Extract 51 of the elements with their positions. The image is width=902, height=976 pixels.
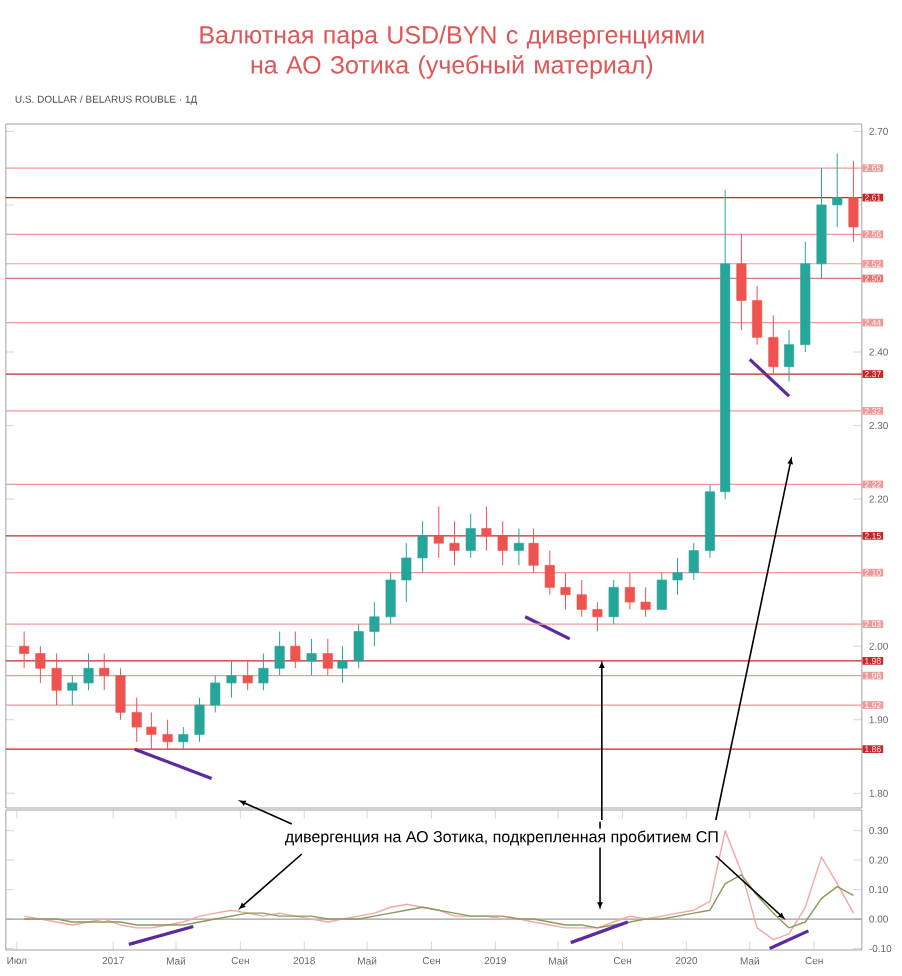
candlestick (306, 638, 317, 677)
candlestick (465, 513, 476, 559)
candlestick (226, 660, 237, 699)
candlestick (99, 653, 110, 691)
candlestick (433, 505, 444, 559)
candlestick (385, 572, 396, 625)
candlestick (242, 660, 253, 691)
candlestick (19, 630, 30, 669)
candlestick (528, 528, 539, 574)
candlestick (51, 653, 62, 706)
candlestick (672, 557, 683, 596)
candlestick (560, 572, 571, 610)
candlestick (369, 601, 380, 647)
candlestick (115, 667, 126, 721)
candlestick (624, 572, 635, 610)
candlestick (258, 653, 269, 691)
candlestick (131, 697, 142, 743)
candlestick (146, 711, 157, 750)
candlestick (353, 623, 364, 669)
candlestick (544, 550, 555, 596)
candlestick (592, 601, 603, 632)
candlestick (322, 638, 333, 677)
candlestick (481, 505, 492, 552)
candlestick (608, 579, 619, 625)
candlestick (274, 630, 285, 677)
candlestick (194, 697, 205, 743)
candlestick (67, 675, 78, 706)
candlestick (768, 314, 779, 375)
candlestick (162, 719, 173, 750)
candlestick (784, 329, 795, 382)
candlestick (178, 726, 189, 750)
candlestick (688, 542, 699, 581)
candlestick (640, 586, 651, 618)
chart-title: Валютная пара USD/BYN с дивергенциями на АО Зотика (учебный материал) (200, 25, 704, 79)
candlestick (848, 160, 859, 243)
candlestick (35, 645, 46, 684)
annotation: дивергенция на АО Зотика, подкрепленная пробитием СП (285, 830, 718, 846)
candlestick (832, 152, 843, 228)
candlestick (497, 520, 508, 566)
candlestick (337, 645, 348, 684)
candlestick (656, 572, 667, 610)
candlestick (210, 675, 221, 713)
candlestick (401, 542, 412, 603)
candlestick (449, 520, 460, 566)
candlestick (736, 233, 747, 331)
candlestick (513, 528, 524, 566)
candlestick (290, 630, 301, 669)
candlestick (83, 653, 94, 691)
candlestick (576, 579, 587, 618)
candlestick (417, 520, 428, 574)
candlestick (752, 285, 763, 346)
